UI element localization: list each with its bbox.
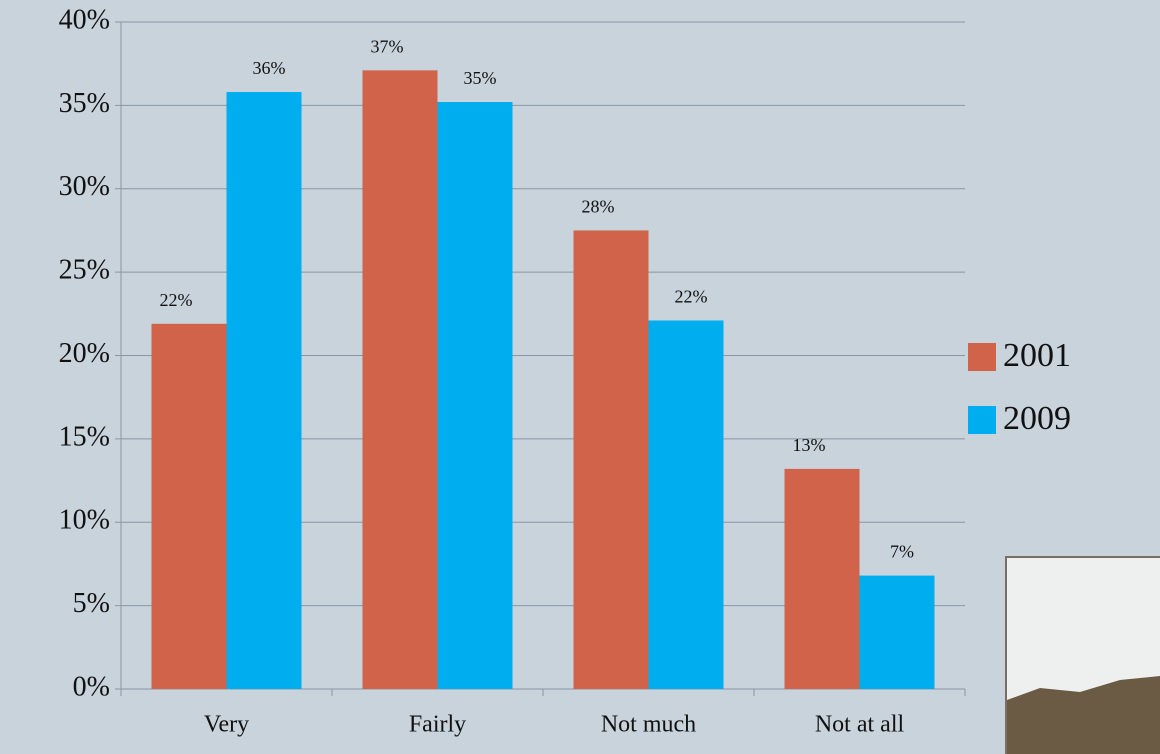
data-label: 36% [253, 58, 286, 78]
y-tick-label: 5% [73, 588, 110, 619]
y-tick-label: 10% [59, 505, 110, 536]
y-tick-label: 40% [59, 4, 110, 35]
bar [859, 575, 935, 689]
y-tick-label: 25% [59, 255, 110, 286]
x-tick-label: Not at all [815, 712, 905, 738]
y-tick-label: 0% [73, 671, 110, 702]
data-label: 22% [160, 290, 193, 310]
legend-swatch [968, 343, 996, 371]
x-tick-label: Very [204, 712, 249, 738]
data-label: 28% [582, 197, 615, 217]
bar [648, 320, 724, 689]
bar [151, 323, 227, 689]
data-label: 22% [675, 287, 708, 307]
legend-label: 2001 [1003, 337, 1071, 374]
y-tick-label: 35% [59, 88, 110, 119]
bar [573, 230, 649, 689]
data-label: 13% [793, 435, 826, 455]
x-tick-label: Not much [601, 712, 696, 738]
bar [784, 468, 860, 689]
data-label: 37% [371, 36, 404, 56]
photo-trees [1007, 676, 1160, 754]
legend-swatch [968, 406, 996, 434]
photo-fragment [1005, 556, 1160, 754]
y-tick-label: 20% [59, 338, 110, 369]
bar [437, 102, 513, 690]
x-tick-label: Fairly [409, 712, 466, 738]
bar [226, 92, 302, 689]
legend-label: 2009 [1003, 400, 1071, 437]
bar [362, 70, 438, 690]
data-label: 7% [890, 542, 914, 562]
data-label: 35% [464, 68, 497, 88]
y-tick-label: 15% [59, 421, 110, 452]
y-tick-label: 30% [59, 171, 110, 202]
